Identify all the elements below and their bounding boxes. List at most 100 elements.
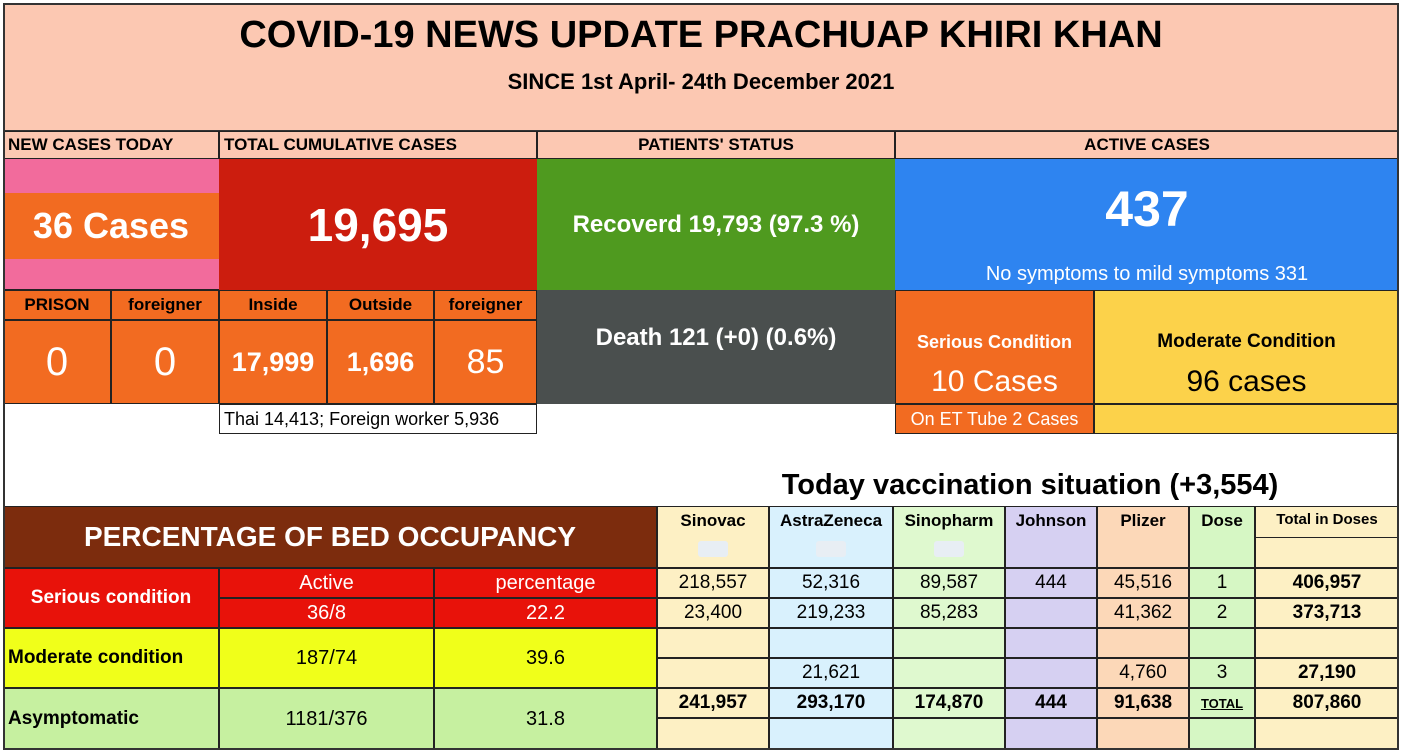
bed-moderate-label: Moderate condition bbox=[3, 628, 219, 688]
active-cases-panel bbox=[895, 159, 1399, 290]
inside-value: 17,999 bbox=[219, 320, 327, 404]
new-foreigner-label: foreigner bbox=[111, 290, 219, 320]
vacc-cell-sinovac bbox=[657, 628, 769, 658]
cumulative-foreigner-value: 85 bbox=[434, 320, 537, 404]
new-foreigner-value: 0 bbox=[111, 320, 219, 404]
bed-asymptomatic-label: Asymptomatic bbox=[3, 688, 219, 750]
cumulative-value: 19,695 bbox=[219, 159, 537, 290]
recovered-value: Recoverd 19,793 (97.3 %) bbox=[537, 159, 895, 290]
vacc-header-label: Sinovac bbox=[680, 511, 746, 530]
serious-condition-value: 10 Cases bbox=[931, 365, 1058, 398]
vacc-cell-pfizer: 45,516 bbox=[1097, 568, 1189, 598]
vacc-header-label: Total in Doses bbox=[1276, 511, 1378, 528]
vacc-cell-total-doses bbox=[1255, 628, 1399, 658]
cumulative-heading: TOTAL CUMULATIVE CASES bbox=[219, 131, 537, 159]
vacc-cell-dose: 2 bbox=[1189, 598, 1255, 628]
vacc-cell-astrazeneca: 52,316 bbox=[769, 568, 893, 598]
vacc-cell-sinovac: 23,400 bbox=[657, 598, 769, 628]
bed-serious-percentage: 22.2 bbox=[434, 598, 657, 628]
cumulative-note: Thai 14,413; Foreign worker 5,936 bbox=[219, 404, 537, 434]
bed-occupancy-title: PERCENTAGE OF BED OCCUPANCY bbox=[3, 506, 657, 568]
vacc-cell-dose bbox=[1189, 628, 1255, 658]
vaccine-logo-icon bbox=[934, 541, 964, 557]
new-cases-top-band bbox=[3, 159, 219, 193]
page-frame bbox=[3, 3, 1399, 750]
active-cases-value: 437 bbox=[1105, 181, 1189, 237]
vacc-header-pfizer: Plizer bbox=[1097, 506, 1189, 568]
et-tube-text: On ET Tube 2 Cases bbox=[895, 404, 1094, 434]
vacc-cell-sinopharm: 85,283 bbox=[893, 598, 1005, 628]
page-title: COVID-19 NEWS UPDATE PRACHUAP KHIRI KHAN bbox=[239, 13, 1163, 56]
death-value: Death 121 (+0) (0.6%) bbox=[595, 324, 837, 351]
bed-col-active: Active bbox=[219, 568, 434, 598]
vacc-cell-pfizer: 91,638 bbox=[1097, 688, 1189, 718]
vacc-header-sinopharm: Sinopharm bbox=[893, 506, 1005, 568]
vacc-header-label: Dose bbox=[1201, 511, 1243, 530]
vacc-cell-sinovac bbox=[657, 658, 769, 688]
vacc-cell-pfizer bbox=[1097, 628, 1189, 658]
vacc-cell-sinopharm: 89,587 bbox=[893, 568, 1005, 598]
moderate-condition-label: Moderate Condition bbox=[1157, 331, 1336, 352]
vacc-header-total-doses: Total in Doses bbox=[1255, 506, 1399, 568]
vaccine-logo-icon bbox=[816, 541, 846, 557]
vacc-cell-total-doses: 406,957 bbox=[1255, 568, 1399, 598]
vaccination-title: Today vaccination situation (+3,554) bbox=[781, 468, 1279, 501]
page-subtitle: SINCE 1st April- 24th December 2021 bbox=[507, 69, 895, 94]
new-cases-value: 36 Cases bbox=[3, 193, 219, 259]
active-cases-heading: ACTIVE CASES bbox=[895, 131, 1399, 159]
patients-status-heading: PATIENTS' STATUS bbox=[537, 131, 895, 159]
moderate-condition-footer bbox=[1094, 404, 1399, 434]
new-cases-bottom-band bbox=[3, 259, 219, 290]
bed-asymptomatic-percentage: 31.8 bbox=[434, 688, 657, 750]
vacc-header-label: Sinopharm bbox=[904, 511, 994, 530]
vacc-cell-total-doses: 373,713 bbox=[1255, 598, 1399, 628]
bed-col-percentage: percentage bbox=[434, 568, 657, 598]
prison-label: PRISON bbox=[3, 290, 111, 320]
vacc-cell-astrazeneca: 21,621 bbox=[769, 658, 893, 688]
bed-asymptomatic-active: 1181/376 bbox=[219, 688, 434, 750]
vacc-header-johnson: Johnson bbox=[1005, 506, 1097, 568]
vacc-cell-astrazeneca: 293,170 bbox=[769, 688, 893, 718]
vacc-cell-dose: 3 bbox=[1189, 658, 1255, 688]
serious-condition-label: Serious Condition bbox=[917, 331, 1072, 352]
death-panel bbox=[537, 290, 895, 404]
bed-moderate-active: 187/74 bbox=[219, 628, 434, 688]
vacc-cell-johnson: 444 bbox=[1005, 688, 1097, 718]
vacc-cell-total-doses: 807,860 bbox=[1255, 688, 1399, 718]
vacc-header-label: Plizer bbox=[1120, 511, 1166, 530]
moderate-condition-panel bbox=[1094, 290, 1399, 404]
vacc-header-sinovac: Sinovac bbox=[657, 506, 769, 568]
vacc-cell-total-doses bbox=[1255, 718, 1399, 750]
vacc-cell-astrazeneca: 219,233 bbox=[769, 598, 893, 628]
outside-label: Outside bbox=[327, 290, 434, 320]
vacc-cell-sinopharm bbox=[893, 658, 1005, 688]
vacc-cell-astrazeneca bbox=[769, 628, 893, 658]
bed-moderate-percentage: 39.6 bbox=[434, 628, 657, 688]
vacc-cell-johnson bbox=[1005, 598, 1097, 628]
title-banner bbox=[3, 3, 1399, 131]
vacc-cell-astrazeneca bbox=[769, 718, 893, 750]
vacc-header-astrazeneca: AstraZeneca bbox=[769, 506, 893, 568]
vacc-cell-johnson bbox=[1005, 658, 1097, 688]
vacc-header-label: Johnson bbox=[1015, 511, 1087, 530]
vacc-cell-sinopharm: 174,870 bbox=[893, 688, 1005, 718]
bed-serious-active: 36/8 bbox=[219, 598, 434, 628]
vacc-cell-dose: TOTAL bbox=[1189, 688, 1255, 718]
vacc-cell-dose: 1 bbox=[1189, 568, 1255, 598]
total-header-divider bbox=[1256, 537, 1398, 538]
vacc-cell-pfizer: 4,760 bbox=[1097, 658, 1189, 688]
vacc-header-label: AstraZeneca bbox=[779, 511, 883, 530]
outside-value: 1,696 bbox=[327, 320, 434, 404]
new-cases-heading: NEW CASES TODAY bbox=[3, 131, 219, 159]
vacc-cell-sinovac: 218,557 bbox=[657, 568, 769, 598]
moderate-condition-value: 96 cases bbox=[1186, 365, 1307, 398]
inside-label: Inside bbox=[219, 290, 327, 320]
vacc-cell-sinopharm bbox=[893, 628, 1005, 658]
vacc-header-dose: Dose bbox=[1189, 506, 1255, 568]
vacc-cell-pfizer: 41,362 bbox=[1097, 598, 1189, 628]
vaccine-logo-icon bbox=[698, 541, 728, 557]
vacc-cell-total-doses: 27,190 bbox=[1255, 658, 1399, 688]
mild-symptoms-text: No symptoms to mild symptoms 331 bbox=[985, 262, 1309, 285]
prison-value: 0 bbox=[3, 320, 111, 404]
vacc-cell-johnson bbox=[1005, 628, 1097, 658]
